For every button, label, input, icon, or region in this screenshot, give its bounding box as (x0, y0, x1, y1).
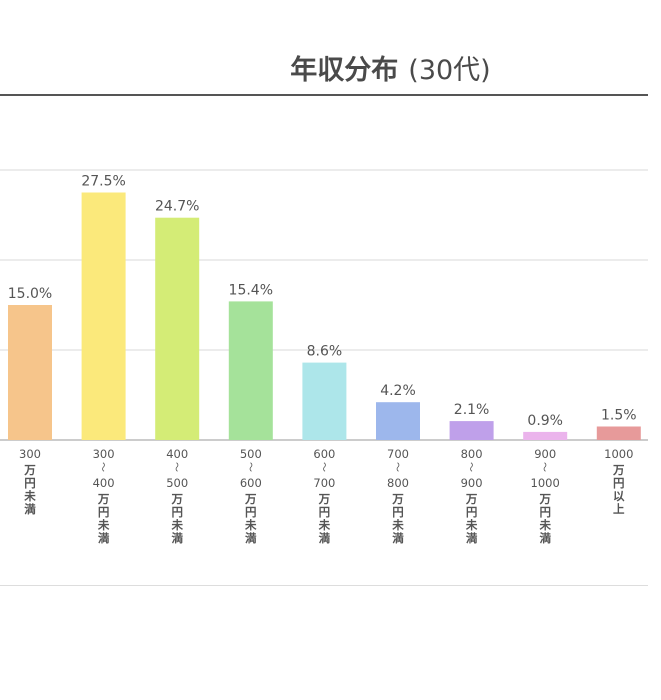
tick-label: 〜 (538, 462, 549, 472)
chart-title-block: 年収分布 (30代) (0, 48, 661, 87)
tick-label: 〜 (244, 462, 255, 472)
tick-label: 万円未満 (538, 492, 551, 545)
tick-label: 〜 (391, 462, 402, 472)
data-label: 15.0% (8, 286, 52, 302)
tick-label: 1000 (604, 447, 633, 461)
tick-label: 600 (240, 476, 262, 490)
bar (155, 217, 200, 440)
bar (523, 431, 568, 440)
data-label: 2.1% (454, 402, 490, 418)
tick-label: 500 (166, 476, 188, 490)
data-label: 24.7% (155, 199, 199, 215)
bar (376, 402, 420, 440)
data-label: 4.2% (380, 383, 416, 399)
tick-label: 800 (461, 447, 483, 461)
data-label: 27.5% (81, 174, 125, 190)
tick-label: 万円未満 (244, 492, 257, 545)
tick-label: 900 (534, 447, 556, 461)
tick-label: 〜 (465, 462, 476, 472)
bottom-divider (0, 585, 648, 586)
chart-title: 年収分布 (290, 55, 399, 86)
tick-label: 〜 (170, 462, 181, 472)
bar (449, 421, 494, 440)
bar (596, 426, 641, 440)
tick-label: 300 (19, 447, 41, 461)
tick-label: 万円未満 (97, 492, 110, 545)
bar (302, 362, 347, 440)
tick-label: 万円未満 (170, 492, 183, 545)
chart-subtitle: (30代) (408, 55, 491, 86)
tick-label: 万円未満 (318, 492, 331, 545)
tick-label: 500 (240, 447, 262, 461)
bar (81, 192, 126, 440)
bar (8, 305, 52, 440)
data-label: 0.9% (527, 413, 563, 429)
tick-label: 600 (313, 447, 335, 461)
tick-label: 700 (387, 447, 409, 461)
tick-label: 300 (93, 447, 115, 461)
data-label: 1.5% (601, 408, 637, 424)
tick-label: 〜 (317, 462, 328, 472)
tick-label: 万円未満 (465, 492, 478, 545)
tick-label: 400 (166, 447, 188, 461)
tick-label: 900 (461, 476, 483, 490)
bar (228, 301, 273, 440)
tick-label: 〜 (97, 462, 108, 472)
data-label: 15.4% (229, 282, 273, 298)
data-label: 8.6% (307, 344, 343, 360)
tick-label: 400 (93, 476, 115, 490)
tick-label: 1000 (531, 476, 560, 490)
tick-label: 700 (313, 476, 335, 490)
tick-label: 万円未満 (23, 463, 36, 516)
tick-label: 万円以上 (612, 463, 625, 516)
tick-label: 800 (387, 476, 409, 490)
tick-label: 万円未満 (391, 492, 404, 545)
title-divider (0, 94, 648, 96)
